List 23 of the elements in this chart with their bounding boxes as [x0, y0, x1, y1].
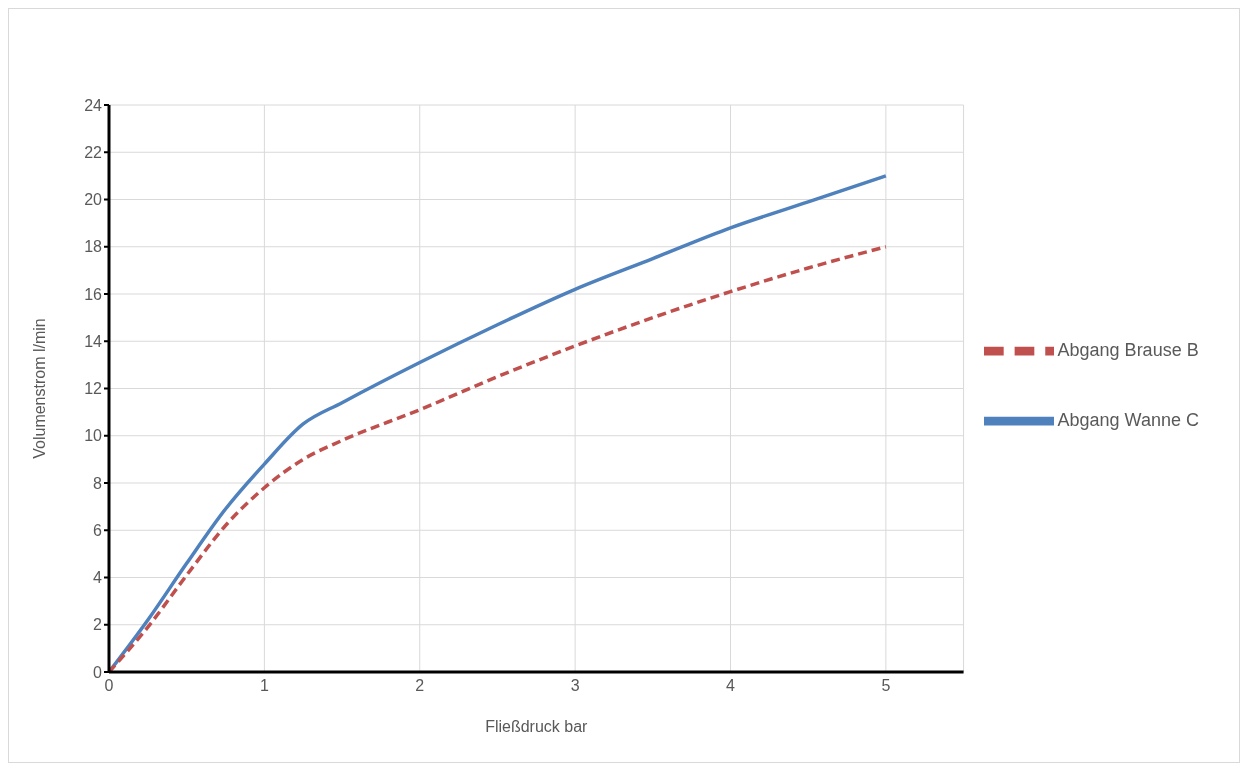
x-tick-label: 1: [259, 677, 269, 695]
x-tick-label: 5: [881, 677, 891, 695]
y-tick-label: 22: [84, 143, 103, 161]
y-tick-label: 2: [93, 616, 103, 634]
x-axis-title: Fließdruck bar: [485, 718, 589, 735]
y-tick-label: 8: [93, 474, 103, 492]
y-tick-label: 10: [84, 427, 103, 445]
legend-label: Abgang Brause B: [1057, 339, 1199, 360]
y-tick-label: 12: [84, 380, 103, 398]
y-tick-label: 6: [93, 521, 103, 539]
y-tick-label: 14: [84, 332, 103, 350]
y-tick-label: 4: [93, 569, 103, 587]
y-tick-label: 18: [84, 238, 103, 256]
x-tick-label: 4: [726, 677, 736, 695]
legend-label: Abgang Wanne C: [1057, 409, 1199, 430]
y-tick-label: 0: [93, 663, 103, 681]
x-tick-label: 0: [104, 677, 114, 695]
y-tick-label: 20: [84, 191, 103, 209]
x-tick-label: 3: [570, 677, 580, 695]
y-tick-label: 24: [84, 96, 103, 114]
y-axis-title: Volumenstrom l/min: [30, 318, 48, 459]
y-tick-label: 16: [84, 285, 103, 303]
x-tick-label: 2: [415, 677, 425, 695]
